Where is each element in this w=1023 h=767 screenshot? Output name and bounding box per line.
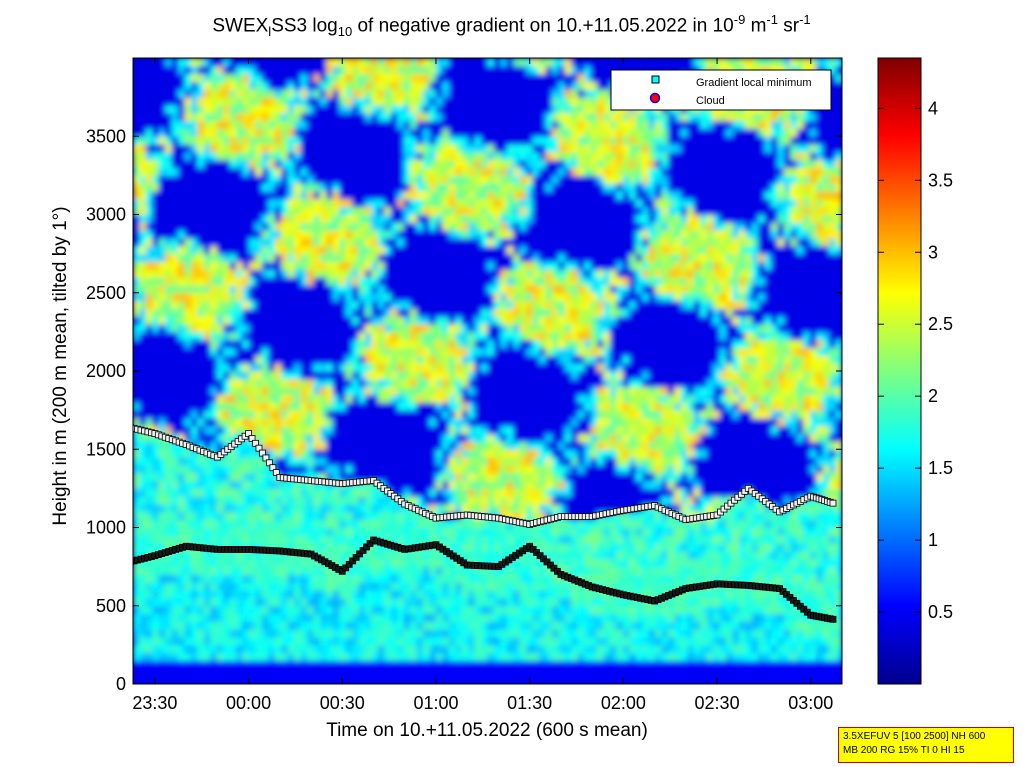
colorbar-tick-label: 1: [928, 530, 938, 550]
gradient-minimum-marker: [89, 418, 95, 424]
gradient-minimum-marker: [245, 430, 252, 438]
gradient-minimum-marker: [829, 499, 837, 507]
gradient-minimum-marker: [121, 423, 127, 429]
gradient-minimum-marker: [338, 567, 346, 575]
legend-square-icon: [651, 75, 660, 84]
gradient-minimum-marker: [272, 469, 280, 476]
gradient-minimum-marker: [265, 459, 273, 467]
gradient-minimum-marker: [124, 560, 130, 566]
y-axis-title: Height in m (200 m mean, tilted by 1°): [50, 206, 71, 525]
y-tick-label: 3000: [86, 205, 126, 225]
y-axis: 0 500 1000 1500 2000 2500 3000 3500: [86, 126, 842, 694]
legend-box: [610, 69, 832, 111]
colorbar-gradient: [877, 57, 922, 685]
gradient-minimum-marker: [269, 464, 277, 472]
colorbar: 0.5 1 1.5 2 2.5 3 3.5 4: [877, 57, 953, 685]
legend-circle-icon: [649, 92, 661, 104]
gradient-minimum-marker: [252, 439, 259, 447]
gradient-minimum-marker: [89, 554, 95, 560]
gradient-minimum-marker: [352, 554, 360, 561]
gradient-minimum-marker: [93, 555, 99, 561]
colorbar-tick-label: 4: [928, 98, 938, 118]
x-tick-label: 03:00: [788, 693, 833, 713]
gradient-minimum-marker: [114, 422, 120, 428]
gradient-minimum-marker: [93, 419, 99, 425]
y-tick-label: 3500: [86, 126, 126, 146]
plot-area: [89, 58, 842, 684]
gradient-minimum-marker: [259, 449, 266, 457]
y-tick-label: 1500: [86, 439, 126, 459]
x-axis-title: Time on 10.+11.05.2022 (600 s mean): [326, 720, 648, 741]
gradient-minimum-marker: [117, 422, 123, 428]
gradient-minimum-marker: [342, 564, 350, 572]
gradient-minimum-marker: [829, 615, 837, 623]
legend-label-cloud: Cloud: [696, 95, 725, 107]
legend: Gradient local minimum Cloud: [610, 69, 832, 111]
gradient-minimum-marker: [248, 435, 256, 442]
colorbar-tick-label: 1.5: [928, 458, 953, 478]
gradient-minimum-markers: [89, 418, 837, 623]
y-tick-label: 2000: [86, 361, 126, 381]
gradient-minimum-marker: [110, 421, 116, 427]
colorbar-tick-label: 2: [928, 386, 938, 406]
gradient-minimum-marker: [100, 420, 106, 426]
y-tick-label: 500: [96, 596, 126, 616]
x-tick-label: 00:00: [226, 693, 271, 713]
y-tick-label: 1000: [86, 518, 126, 538]
x-tick-label: 23:30: [132, 693, 177, 713]
gradient-minimum-marker: [114, 559, 120, 565]
gradient-minimum-marker: [255, 444, 263, 452]
info-line-2: MB 200 RG 15% TI 0 HI 15: [843, 745, 965, 756]
info-line-1: 3.5XEFUV 5 [100 2500] NH 600: [843, 731, 986, 742]
heatmap-field: [133, 58, 842, 684]
gradient-minimum-marker: [366, 540, 374, 547]
chart-title: SWEXlSS3 log10 of negative gradient on 1…: [212, 12, 811, 40]
gradient-minimum-marker: [103, 557, 109, 563]
x-tick-label: 01:00: [413, 693, 458, 713]
gradient-minimum-marker: [100, 556, 106, 562]
gradient-minimum-marker: [103, 420, 109, 426]
x-tick-label: 01:30: [507, 693, 552, 713]
legend-label-gradient: Gradient local minimum: [696, 77, 812, 89]
gradient-minimum-marker: [121, 560, 127, 566]
x-tick-label: 02:00: [601, 693, 646, 713]
y-tick-label: 0: [116, 674, 126, 694]
gradient-minimum-marker: [345, 560, 353, 568]
colorbar-tick-label: 3: [928, 242, 938, 262]
gradient-minimum-marker: [349, 557, 357, 565]
settings-info-box: 3.5XEFUV 5 [100 2500] NH 600 MB 200 RG 1…: [838, 727, 1014, 763]
gradient-minimum-marker: [356, 550, 364, 558]
gradient-minimum-marker: [262, 454, 270, 462]
x-tick-label: 00:30: [320, 693, 365, 713]
gradient-minimum-marker: [96, 419, 102, 425]
gradient-minimum-marker: [363, 543, 370, 551]
gradient-minimum-marker: [117, 560, 123, 566]
gradient-minimum-marker: [107, 558, 113, 564]
gradient-minimum-marker: [359, 547, 367, 554]
gradient-minimum-marker: [96, 556, 102, 562]
x-tick-label: 02:30: [695, 693, 740, 713]
x-axis: 23:30 00:00 00:30 01:00 01:30 02:00 02:30 03:00: [132, 58, 833, 713]
gradient-minimum-marker: [124, 424, 130, 430]
colorbar-tick-label: 0.5: [928, 602, 953, 622]
y-tick-label: 2500: [86, 283, 126, 303]
gradient-minimum-marker: [110, 558, 116, 564]
gradient-minimum-marker: [107, 421, 113, 427]
colorbar-tick-label: 3.5: [928, 170, 953, 190]
colorbar-tick-label: 2.5: [928, 314, 953, 334]
